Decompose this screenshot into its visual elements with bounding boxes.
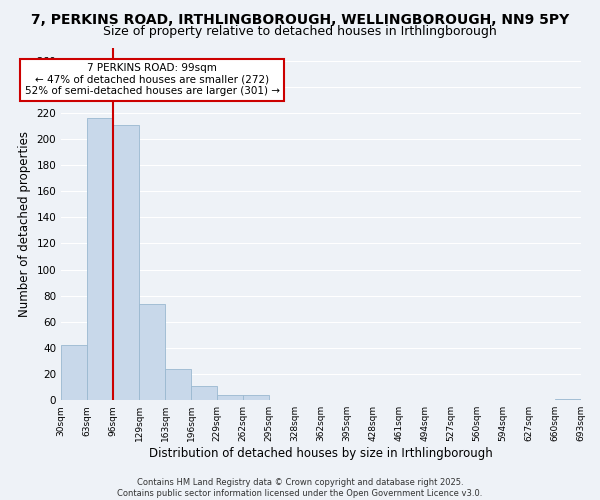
Bar: [139, 304, 165, 400]
Bar: [217, 395, 243, 400]
Text: 7, PERKINS ROAD, IRTHLINGBOROUGH, WELLINGBOROUGH, NN9 5PY: 7, PERKINS ROAD, IRTHLINGBOROUGH, WELLIN…: [31, 12, 569, 26]
Bar: [165, 369, 191, 400]
X-axis label: Distribution of detached houses by size in Irthlingborough: Distribution of detached houses by size …: [149, 447, 493, 460]
Text: Size of property relative to detached houses in Irthlingborough: Size of property relative to detached ho…: [103, 25, 497, 38]
Bar: [554, 399, 581, 400]
Text: 7 PERKINS ROAD: 99sqm
← 47% of detached houses are smaller (272)
52% of semi-det: 7 PERKINS ROAD: 99sqm ← 47% of detached …: [25, 63, 280, 96]
Bar: [61, 346, 87, 400]
Bar: [191, 386, 217, 400]
Text: Contains HM Land Registry data © Crown copyright and database right 2025.
Contai: Contains HM Land Registry data © Crown c…: [118, 478, 482, 498]
Bar: [113, 124, 139, 400]
Y-axis label: Number of detached properties: Number of detached properties: [18, 131, 31, 317]
Bar: [243, 395, 269, 400]
Bar: [87, 118, 113, 400]
